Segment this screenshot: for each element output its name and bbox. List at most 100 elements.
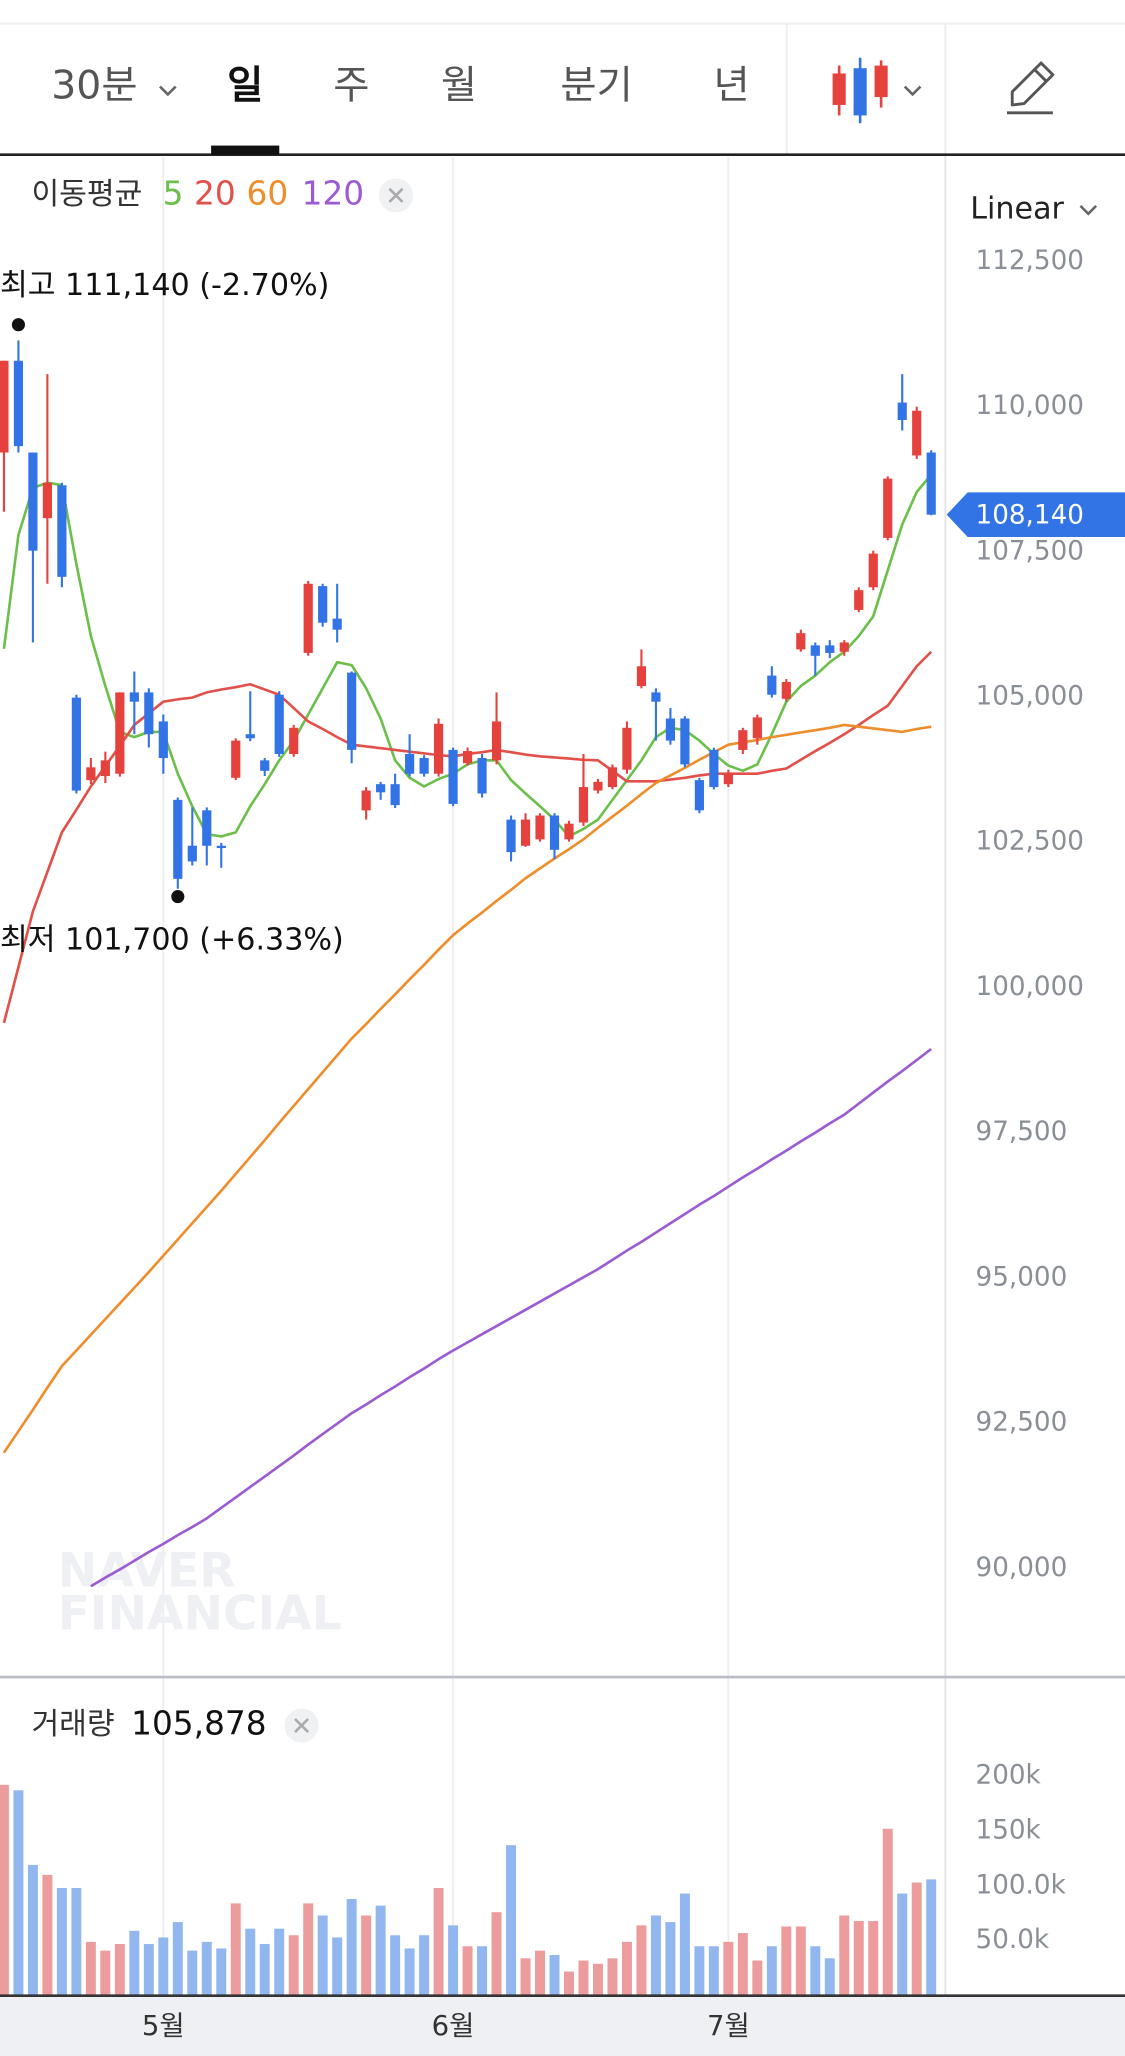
volume-bar <box>245 1928 256 1996</box>
volume-bar <box>361 1915 372 1996</box>
legend-entry[interactable]: 60 <box>247 174 289 212</box>
y-tick-label: 105,000 <box>976 682 1084 712</box>
volume-bar <box>810 1946 821 1996</box>
candle-body <box>622 727 632 770</box>
y-tick-label: 200k <box>976 1761 1042 1791</box>
volume-bar <box>129 1930 140 1996</box>
timeframe-tab[interactable]: 주 <box>333 62 369 108</box>
candle-body <box>57 485 67 577</box>
timeframe-tab[interactable]: 일 <box>227 62 263 108</box>
candle-body <box>752 717 762 739</box>
candle-body <box>144 692 154 735</box>
candle-body <box>115 692 125 774</box>
candle-body <box>129 692 139 702</box>
volume-bar <box>506 1845 517 1996</box>
volume-bar <box>419 1935 430 1996</box>
candle-body <box>578 787 589 823</box>
candle-body <box>361 790 371 811</box>
candle-body <box>520 819 531 846</box>
volume-bar <box>520 1958 531 1996</box>
axis-header-cover <box>946 156 1125 248</box>
dropdown-chevron[interactable] <box>159 85 177 97</box>
x-axis-band <box>0 1995 1125 2056</box>
x-tick-label: 7월 <box>707 2010 750 2042</box>
timeframe-tab[interactable]: 월 <box>441 62 477 108</box>
y-tick-label: 97,500 <box>976 1117 1068 1147</box>
candle-body <box>839 642 849 652</box>
scale-mode-button[interactable]: Linear <box>970 191 1064 226</box>
volume-bar <box>448 1925 459 1996</box>
timeframe-tab[interactable]: 분기 <box>560 62 632 108</box>
volume-bar <box>13 1790 24 1996</box>
y-tick-label: 95,000 <box>976 1262 1068 1292</box>
timeframe-tab[interactable]: 년 <box>714 62 750 108</box>
volume-bar <box>723 1941 734 1996</box>
y-tick-label: 150k <box>976 1815 1042 1845</box>
active-tab-indicator <box>211 145 280 155</box>
volume-bar <box>911 1882 922 1996</box>
volume-bar <box>824 1958 835 1996</box>
last-price-label: 108,140 <box>976 500 1084 530</box>
candle-body <box>506 819 516 853</box>
volume-bar <box>303 1903 314 1996</box>
chart-type-button[interactable] <box>832 57 922 124</box>
candle-body <box>187 845 197 862</box>
draw-tool-button[interactable] <box>1006 61 1055 115</box>
timeframe-tab[interactable]: 30분 <box>51 62 137 108</box>
candle-body <box>564 823 574 840</box>
close-icon <box>294 1718 310 1734</box>
volume-bar <box>216 1948 227 1996</box>
candle-body <box>781 681 791 699</box>
candle-body <box>86 767 96 781</box>
candle-body <box>332 618 342 630</box>
dropdown-chevron <box>903 85 922 97</box>
volume-bar <box>795 1926 806 1996</box>
candle-body <box>694 780 704 811</box>
volume-bar <box>491 1912 502 1996</box>
volume-bar <box>42 1874 53 1996</box>
volume-bar <box>0 1784 9 1996</box>
y-tick-label: 90,000 <box>976 1553 1068 1583</box>
candle-body <box>462 751 473 764</box>
candle-body <box>28 452 38 551</box>
volume-bar <box>781 1926 792 1996</box>
candle-body <box>549 815 560 850</box>
volume-bar <box>535 1950 545 1996</box>
volume-bar <box>27 1864 38 1996</box>
volume-title: 거래량 <box>31 1707 114 1742</box>
candle-body <box>42 482 52 519</box>
y-tick-label: 92,500 <box>976 1408 1068 1438</box>
candle-body <box>607 767 618 788</box>
watermark: FINANCIAL <box>58 1587 342 1642</box>
candle-body <box>912 410 922 456</box>
volume-bar <box>607 1958 618 1996</box>
volume-bar <box>390 1935 401 1996</box>
candle-body <box>535 815 545 840</box>
volume-bar <box>752 1960 763 1996</box>
volume-current: 105,878 <box>131 1705 267 1743</box>
price-plot <box>0 340 936 1588</box>
legend-entry[interactable]: 5 <box>163 174 184 212</box>
candle-body <box>158 721 168 759</box>
icon-candle <box>874 65 888 98</box>
volume-bar <box>114 1944 125 1996</box>
volume-bar <box>346 1899 357 1996</box>
y-tick-label: 100,000 <box>976 972 1084 1002</box>
volume-bar <box>404 1948 415 1996</box>
volume-bar <box>621 1941 632 1996</box>
legend-entry[interactable]: 120 <box>302 174 365 212</box>
candle-body <box>897 402 907 420</box>
volume-bar <box>288 1935 299 1996</box>
volume-bar <box>853 1920 864 1996</box>
moving-average-line <box>90 1047 933 1588</box>
volume-plot <box>0 1784 937 1996</box>
y-tick-label: 112,500 <box>976 246 1084 276</box>
candle-body <box>71 697 81 791</box>
legend-entry[interactable]: 20 <box>194 174 236 212</box>
candle-body <box>477 758 487 794</box>
candle-body <box>318 586 328 623</box>
candle-body <box>665 718 675 741</box>
